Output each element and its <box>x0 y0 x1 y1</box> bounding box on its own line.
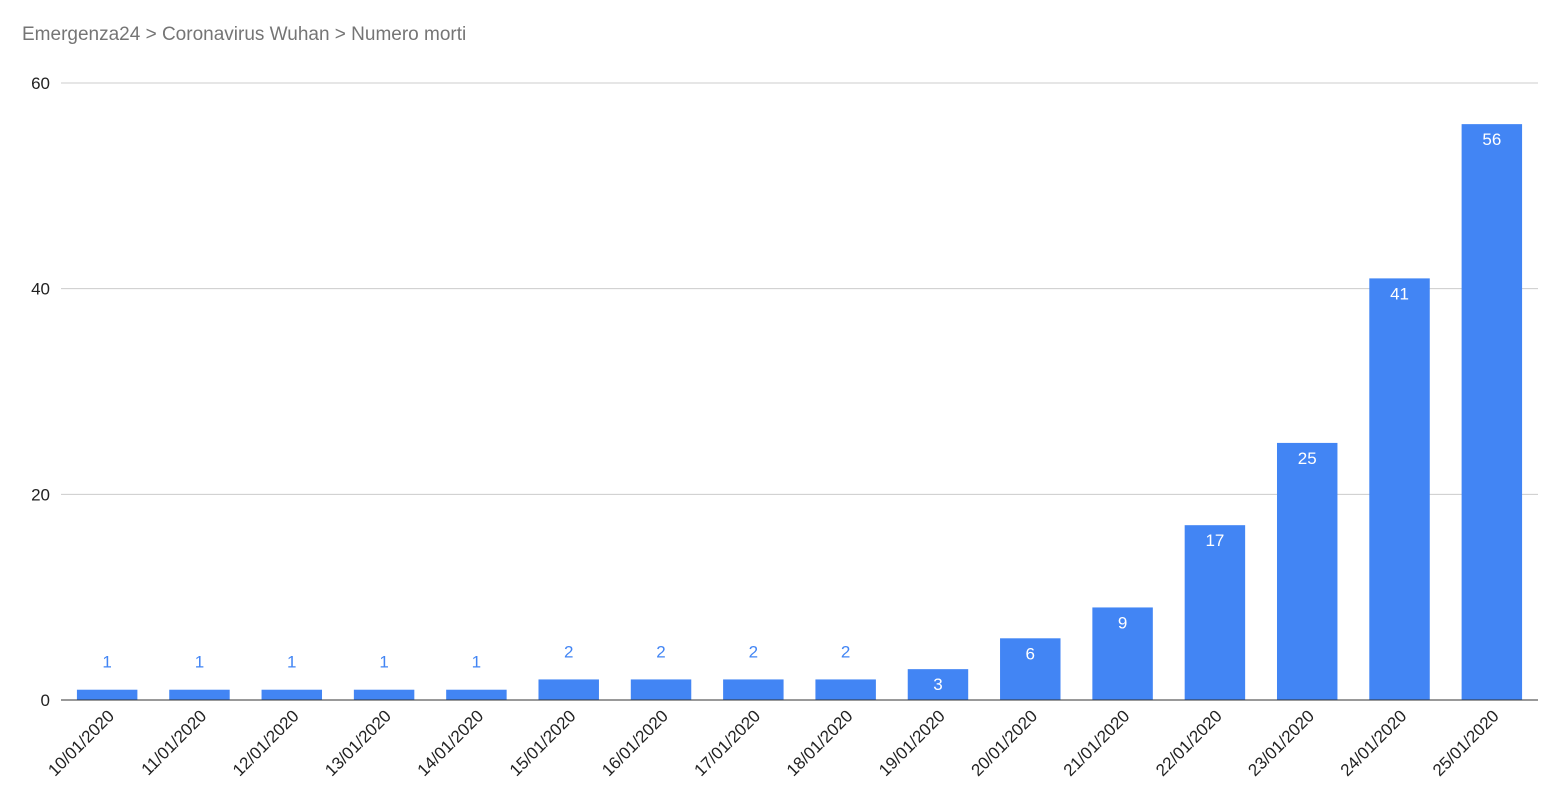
x-tick-label: 24/01/2020 <box>1337 706 1411 780</box>
data-label: 1 <box>379 653 388 672</box>
bar <box>907 669 969 700</box>
data-label: 1 <box>472 653 481 672</box>
bar <box>1461 124 1523 701</box>
x-tick-label: 17/01/2020 <box>691 706 765 780</box>
x-tick-label: 14/01/2020 <box>414 706 488 780</box>
bar <box>630 679 692 700</box>
data-label: 1 <box>102 653 111 672</box>
data-label: 2 <box>656 642 665 661</box>
data-label: 1 <box>287 653 296 672</box>
x-tick-label: 20/01/2020 <box>968 706 1042 780</box>
bar <box>815 679 876 700</box>
bar <box>76 689 138 700</box>
data-label: 17 <box>1205 531 1224 550</box>
bar <box>538 679 599 700</box>
x-tick-label: 13/01/2020 <box>321 706 395 780</box>
x-tick-label: 16/01/2020 <box>598 706 672 780</box>
y-tick-label: 60 <box>31 74 50 93</box>
bar <box>1092 607 1153 700</box>
data-label: 2 <box>749 642 758 661</box>
x-tick-label: 19/01/2020 <box>875 706 949 780</box>
x-tick-label: 21/01/2020 <box>1060 706 1134 780</box>
bar <box>261 689 323 700</box>
y-tick-label: 0 <box>41 691 50 710</box>
data-label: 3 <box>933 675 942 694</box>
x-tick-label: 11/01/2020 <box>138 706 211 779</box>
data-label: 2 <box>841 642 850 661</box>
bar <box>1276 442 1338 700</box>
x-tick-label: 22/01/2020 <box>1152 706 1226 780</box>
bar <box>1000 638 1061 700</box>
data-label: 2 <box>564 642 573 661</box>
x-tick-label: 12/01/2020 <box>229 706 303 780</box>
x-tick-label: 18/01/2020 <box>783 706 857 780</box>
bar <box>169 689 230 700</box>
data-label: 25 <box>1298 449 1317 468</box>
data-label: 41 <box>1390 284 1409 303</box>
y-tick-label: 20 <box>31 485 50 504</box>
x-tick-label: 10/01/2020 <box>44 706 118 780</box>
x-tick-label: 15/01/2020 <box>506 706 580 780</box>
data-label: 6 <box>1026 644 1035 663</box>
bar <box>353 689 415 700</box>
y-tick-label: 40 <box>31 280 50 299</box>
bar <box>446 689 507 700</box>
data-label: 1 <box>195 653 204 672</box>
bar <box>1184 525 1246 700</box>
x-tick-label: 25/01/2020 <box>1429 706 1503 780</box>
bar <box>1369 278 1430 700</box>
x-tick-label: 23/01/2020 <box>1244 706 1318 780</box>
bar <box>723 679 784 700</box>
data-label: 9 <box>1118 613 1127 632</box>
chart-breadcrumb-title: Emergenza24 > Coronavirus Wuhan > Numero… <box>22 24 467 45</box>
data-label: 56 <box>1482 130 1501 149</box>
